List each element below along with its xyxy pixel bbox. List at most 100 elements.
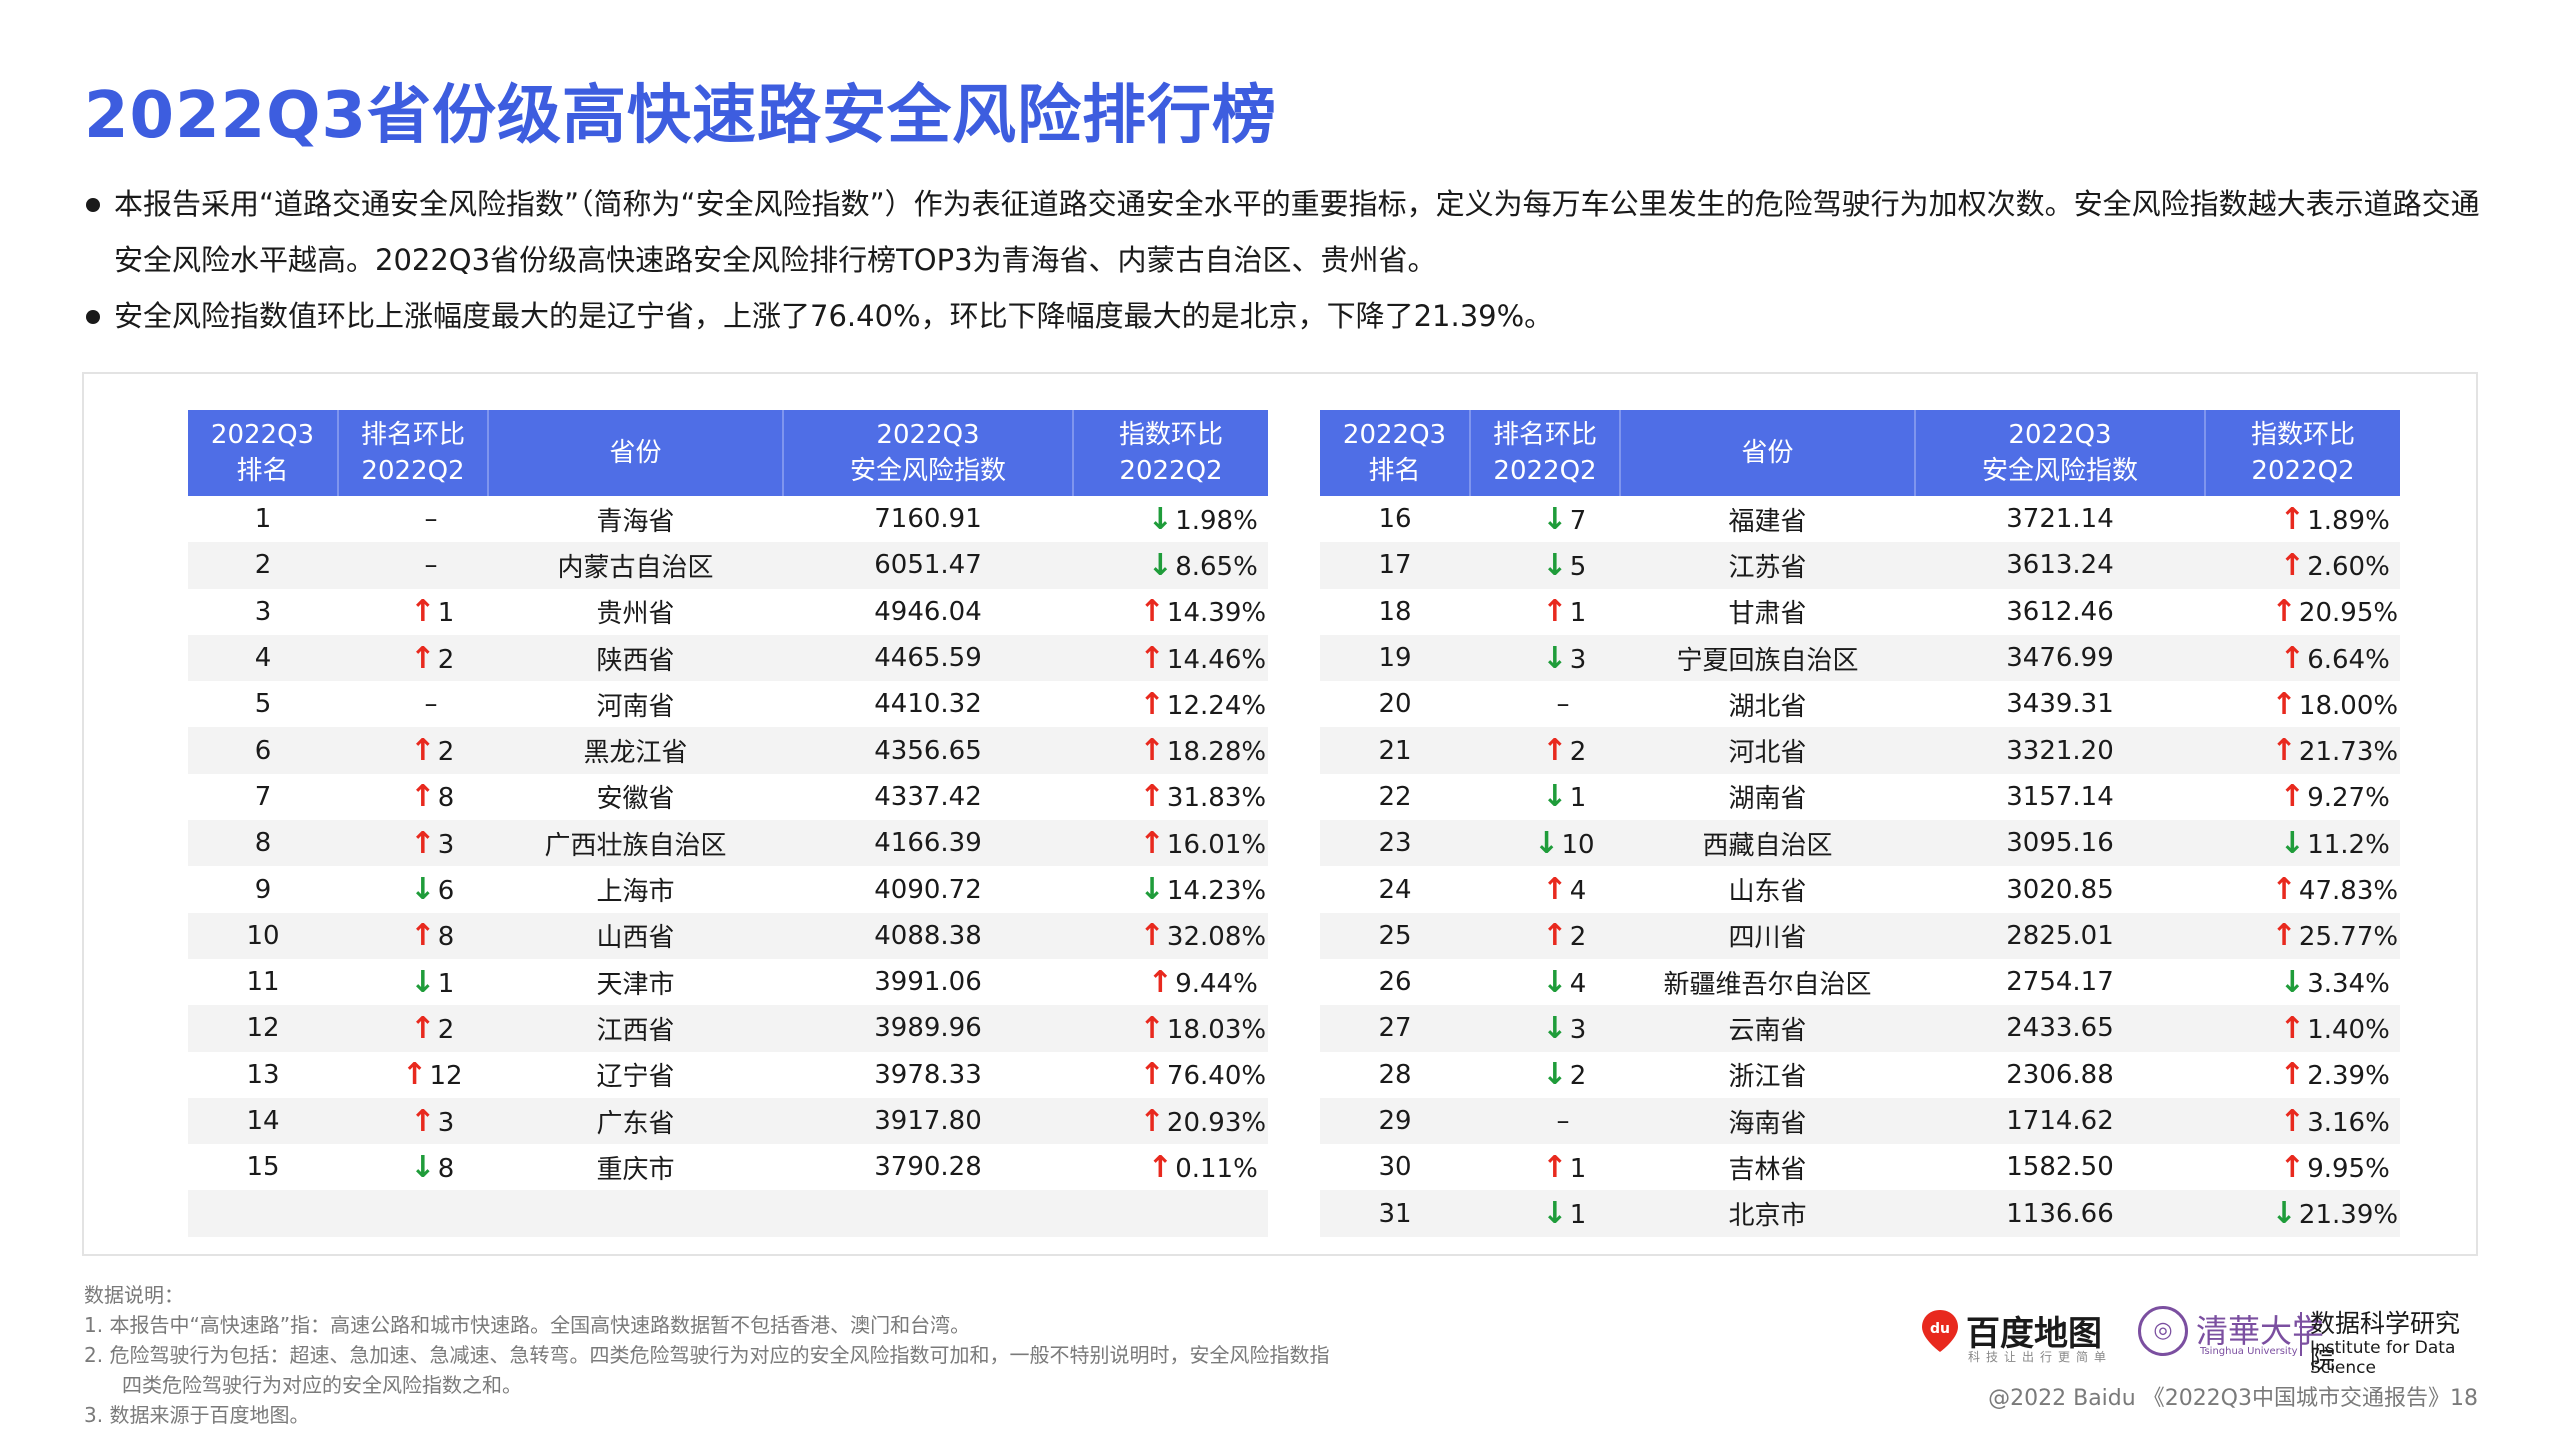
table-row: 8 ↑3 广西壮族自治区 4166.39 ↑16.01% bbox=[188, 820, 1268, 867]
tsinghua-logo-en: Tsinghua University bbox=[2200, 1346, 2298, 1357]
arrow-up-icon: ↑ bbox=[1147, 964, 1173, 1000]
rank-change-cell: – bbox=[338, 496, 488, 542]
risk-index-cell: 1136.66 bbox=[1915, 1190, 2205, 1237]
rank-change-cell: ↓5 bbox=[1470, 542, 1620, 589]
table-header-row: 2022Q3 排名 排名环比 2022Q2 省份 2022Q3 安全风险指数 指数环比 2022… bbox=[1320, 410, 2400, 496]
risk-index-cell: 1582.50 bbox=[2006, 1152, 2114, 1183]
index-change-value: 1.89% bbox=[2307, 505, 2390, 536]
rank-cell: 26 bbox=[1378, 967, 1412, 998]
index-change-value: 16.01% bbox=[1166, 829, 1267, 860]
rank-change-cell: – bbox=[338, 542, 488, 589]
rank-cell: 2 bbox=[188, 542, 338, 589]
risk-index-cell: 3321.20 bbox=[1915, 727, 2205, 774]
rank-cell: 10 bbox=[188, 912, 338, 959]
risk-index-cell bbox=[783, 1190, 1073, 1237]
province-cell: 辽宁省 bbox=[596, 1062, 675, 1093]
rank-cell: 30 bbox=[1378, 1152, 1412, 1183]
province-cell: 陕西省 bbox=[488, 634, 783, 682]
baidu-map-logo-text: 百度地图 bbox=[1966, 1314, 2102, 1354]
rank-change-value: 3 bbox=[437, 1107, 455, 1138]
rank-cell: 8 bbox=[188, 820, 338, 867]
risk-index-cell: 3095.16 bbox=[1915, 820, 2205, 867]
index-change-cell: ↑31.83% bbox=[1073, 774, 1268, 820]
arrow-up-icon: ↑ bbox=[1139, 686, 1165, 722]
province-cell: 福建省 bbox=[1728, 506, 1807, 537]
risk-index-cell: 6051.47 bbox=[783, 542, 1073, 589]
risk-index-cell: 1714.62 bbox=[1915, 1097, 2205, 1145]
table-row: 29– 海南省 1714.62 ↑3.16% bbox=[1320, 1097, 2400, 1145]
column-header: 2022Q3 安全风险指数 bbox=[782, 410, 1073, 496]
rank-cell: 21 bbox=[1320, 727, 1470, 774]
ranking-table-right: 2022Q3 排名 排名环比 2022Q2 省份 2022Q3 安全风险指数 指数环比 2022… bbox=[1320, 410, 2400, 1237]
column-header: 指数环比 2022Q2 bbox=[2204, 410, 2400, 496]
note-item: 2. 危险驾驶行为包括：超速、急加速、急减速、急转弯。四类危险驾驶行为对应的安全… bbox=[84, 1343, 1330, 1367]
rank-change-cell bbox=[338, 1190, 488, 1237]
rank-change-value: 7 bbox=[1569, 505, 1587, 536]
index-change-value: 1.98% bbox=[1175, 505, 1258, 536]
summary-bullets: 本报告采用“道路交通安全风险指数”（简称为“安全风险指数”）作为表征道路交通安全… bbox=[84, 176, 2484, 344]
index-change-cell: ↑1.89% bbox=[2205, 496, 2400, 542]
arrow-up-icon: ↑ bbox=[1542, 918, 1568, 954]
index-change-cell: ↑14.39% bbox=[1073, 589, 1268, 635]
rank-change-cell: ↓1 bbox=[338, 959, 488, 1005]
arrow-up-icon: ↑ bbox=[2271, 872, 2297, 908]
province-cell: 黑龙江省 bbox=[488, 727, 783, 774]
table-row: 10 ↑8 山西省 4088.38 ↑32.08% bbox=[188, 912, 1268, 959]
index-change-cell: ↑9.95% bbox=[2205, 1144, 2400, 1190]
table-row: 30 ↑1 吉林省 1582.50 ↑9.95% bbox=[1320, 1144, 2400, 1190]
column-header-line: 省份 bbox=[1741, 438, 1794, 468]
tsinghua-seal-icon: ◎ bbox=[2138, 1306, 2188, 1356]
rank-cell: 12 bbox=[188, 1005, 338, 1052]
risk-index-cell: 3989.96 bbox=[783, 1005, 1073, 1052]
table-row: 28 ↓2 浙江省 2306.88 ↑2.39% bbox=[1320, 1052, 2400, 1098]
index-change-cell: ↑9.44% bbox=[1073, 959, 1268, 1005]
table-row bbox=[188, 1190, 1268, 1237]
table-row: 6 ↑2 黑龙江省 4356.65 ↑18.28% bbox=[188, 727, 1268, 774]
rank-cell: 17 bbox=[1320, 542, 1470, 589]
rank-cell: 20 bbox=[1378, 689, 1412, 720]
province-cell: 安徽省 bbox=[596, 784, 675, 815]
index-change-cell: ↓14.23% bbox=[1073, 866, 1268, 912]
logo-divider bbox=[2300, 1312, 2302, 1356]
rank-change-cell: – bbox=[1470, 1097, 1620, 1145]
index-change-cell: ↑6.64% bbox=[2205, 634, 2400, 682]
arrow-down-icon: ↓ bbox=[1542, 501, 1568, 537]
rank-cell: 7 bbox=[254, 781, 272, 812]
rank-cell: 15 bbox=[246, 1152, 280, 1183]
dash-icon: – bbox=[424, 689, 438, 720]
rank-cell: 25 bbox=[1320, 912, 1470, 959]
column-header: 2022Q3 安全风险指数 bbox=[1914, 410, 2205, 496]
risk-index-cell: 4465.59 bbox=[783, 634, 1073, 682]
rank-change-cell: ↑3 bbox=[338, 1097, 488, 1145]
note-item: 3. 数据来源于百度地图。 bbox=[84, 1403, 310, 1427]
page-footer: @2022 Baidu 《2022Q3中国城市交通报告》18 bbox=[1988, 1386, 2478, 1411]
index-change-value: 9.27% bbox=[2307, 783, 2390, 814]
province-cell bbox=[488, 1190, 783, 1237]
arrow-up-icon: ↑ bbox=[1139, 918, 1165, 954]
index-change-cell: ↑0.11% bbox=[1073, 1144, 1268, 1190]
institute-name-en: Institute for Data Science bbox=[2310, 1338, 2456, 1378]
arrow-up-icon: ↑ bbox=[410, 825, 436, 861]
column-header-line: 排名环比 bbox=[1492, 420, 1597, 450]
risk-index-cell: 3020.85 bbox=[2006, 874, 2114, 905]
index-change-cell: ↑2.60% bbox=[2205, 542, 2400, 589]
rank-change-value: 2 bbox=[437, 737, 455, 768]
table-row: 19 ↓3 宁夏回族自治区 3476.99 ↑6.64% bbox=[1320, 634, 2400, 682]
risk-index-cell: 3917.80 bbox=[783, 1097, 1073, 1145]
index-change-value: 3.34% bbox=[2307, 968, 2390, 999]
arrow-up-icon: ↑ bbox=[2279, 640, 2305, 676]
dash-icon: – bbox=[1556, 689, 1570, 720]
rank-change-cell: ↓6 bbox=[338, 866, 488, 912]
province-cell: 河北省 bbox=[1620, 727, 1915, 774]
arrow-up-icon: ↑ bbox=[2279, 1149, 2305, 1185]
risk-index-cell: 3991.06 bbox=[874, 967, 982, 998]
column-header-line: 2022Q3 bbox=[2008, 420, 2112, 450]
index-change-cell: ↑18.28% bbox=[1073, 727, 1268, 774]
province-cell: 广西壮族自治区 bbox=[488, 820, 783, 867]
column-header-line: 排名环比 bbox=[360, 420, 465, 450]
index-change-cell: ↑20.93% bbox=[1073, 1097, 1268, 1145]
arrow-up-icon: ↑ bbox=[1139, 1010, 1165, 1046]
bullet-1: 本报告采用“道路交通安全风险指数”（简称为“安全风险指数”）作为表征道路交通安全… bbox=[84, 176, 2484, 288]
rank-cell: 5 bbox=[254, 689, 272, 720]
column-header: 排名环比 2022Q2 bbox=[337, 410, 488, 496]
